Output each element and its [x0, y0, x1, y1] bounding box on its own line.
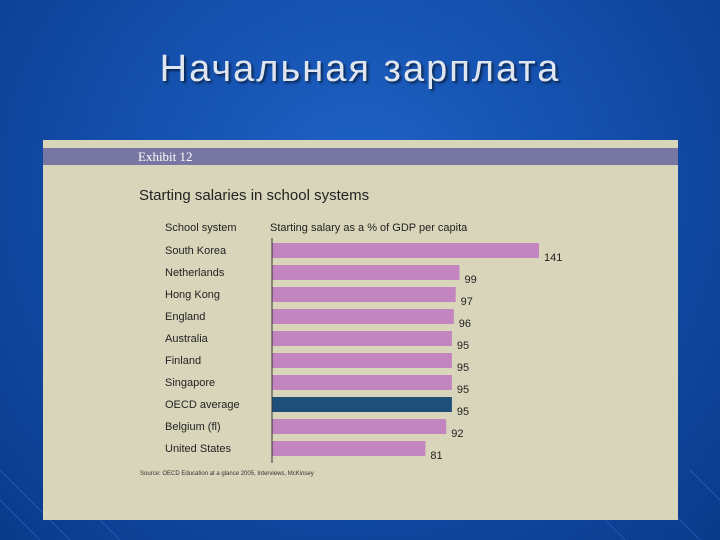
bar	[272, 287, 456, 302]
bar	[272, 419, 447, 434]
category-label: Singapore	[165, 377, 215, 389]
category-header: School system	[165, 222, 237, 234]
value-label: 95	[457, 384, 469, 396]
value-label: 95	[457, 362, 469, 374]
category-label: OECD average	[165, 399, 240, 411]
slide-title: Начальная зарплата	[159, 48, 561, 90]
category-label: South Korea	[165, 245, 227, 257]
value-label: 96	[459, 318, 471, 330]
bar	[272, 353, 452, 368]
category-label: Hong Kong	[165, 289, 220, 301]
category-label: United States	[165, 443, 232, 455]
bar	[272, 331, 452, 346]
bar	[272, 243, 539, 258]
bar	[272, 309, 454, 324]
bar	[272, 397, 452, 412]
exhibit-label: Exhibit 12	[138, 149, 193, 164]
category-label: Finland	[165, 355, 201, 367]
category-label: Belgium (fl)	[165, 421, 221, 433]
chart-title: Starting salaries in school systems	[139, 187, 370, 204]
value-label: 141	[544, 252, 562, 264]
value-label: 97	[461, 296, 473, 308]
category-label: Australia	[165, 333, 209, 345]
chart-panel: Exhibit 12 Starting salaries in school s…	[43, 140, 678, 520]
value-label: 95	[457, 406, 469, 418]
chart-source: Source: OECD Education at a glance 2005,…	[140, 471, 314, 477]
category-label: Netherlands	[165, 267, 225, 279]
value-label: 95	[457, 340, 469, 352]
bar	[272, 375, 452, 390]
value-label: 81	[430, 450, 442, 462]
bar-chart: South Korea 141 Netherlands 99 Hong Kong 97 En…	[165, 238, 562, 463]
category-label: England	[165, 311, 205, 323]
value-header: Starting salary as a % of GDP per capita	[270, 222, 468, 234]
value-label: 92	[451, 428, 463, 440]
bar	[272, 441, 426, 456]
exhibit-bar: Exhibit 12	[43, 148, 678, 165]
value-label: 99	[464, 274, 476, 286]
bar	[272, 265, 460, 280]
